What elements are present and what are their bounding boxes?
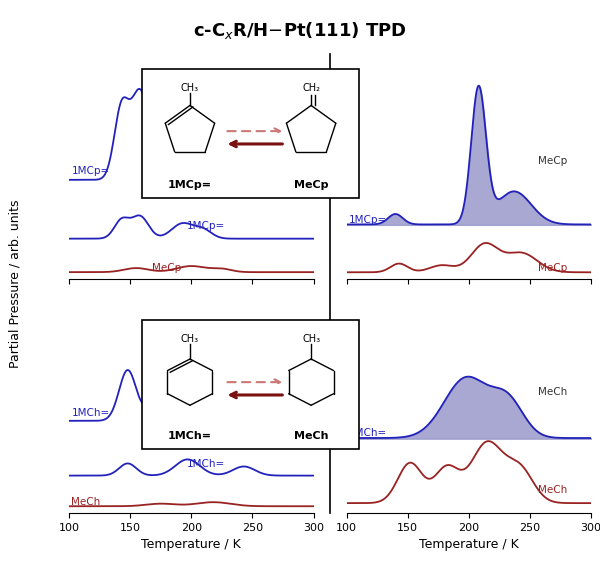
Text: MeCh: MeCh bbox=[294, 431, 328, 441]
Text: 1MCp=: 1MCp= bbox=[187, 221, 224, 231]
X-axis label: Temperature / K: Temperature / K bbox=[419, 539, 518, 552]
Text: 1MCh=: 1MCh= bbox=[71, 408, 110, 418]
Text: 1MCp=: 1MCp= bbox=[168, 180, 212, 190]
Text: MeCh: MeCh bbox=[538, 387, 568, 397]
Text: MeCh: MeCh bbox=[71, 497, 101, 506]
Text: MeCp: MeCp bbox=[294, 180, 328, 190]
FancyBboxPatch shape bbox=[142, 70, 359, 198]
FancyBboxPatch shape bbox=[142, 320, 359, 449]
Text: 1MCh=: 1MCh= bbox=[349, 428, 387, 438]
Text: 1MCh=: 1MCh= bbox=[187, 459, 224, 468]
Text: c-C$_x$R/H$-$Pt(111) TPD: c-C$_x$R/H$-$Pt(111) TPD bbox=[193, 20, 407, 41]
Text: 1MCp=: 1MCp= bbox=[71, 166, 110, 176]
Text: 1MCp=: 1MCp= bbox=[349, 215, 387, 225]
Text: MeCh: MeCh bbox=[538, 485, 568, 495]
Text: MeCp: MeCp bbox=[538, 263, 568, 273]
Text: Partial Pressure / arb. units: Partial Pressure / arb. units bbox=[8, 199, 22, 368]
Text: MeCp: MeCp bbox=[538, 155, 568, 166]
Text: CH₃: CH₃ bbox=[181, 83, 199, 92]
X-axis label: Temperature / K: Temperature / K bbox=[142, 539, 241, 552]
Text: CH₃: CH₃ bbox=[302, 333, 320, 344]
Text: 1MCh=: 1MCh= bbox=[168, 431, 212, 441]
Text: CH₃: CH₃ bbox=[181, 333, 199, 344]
Text: MeCp: MeCp bbox=[152, 263, 181, 273]
Text: CH₂: CH₂ bbox=[302, 83, 320, 92]
